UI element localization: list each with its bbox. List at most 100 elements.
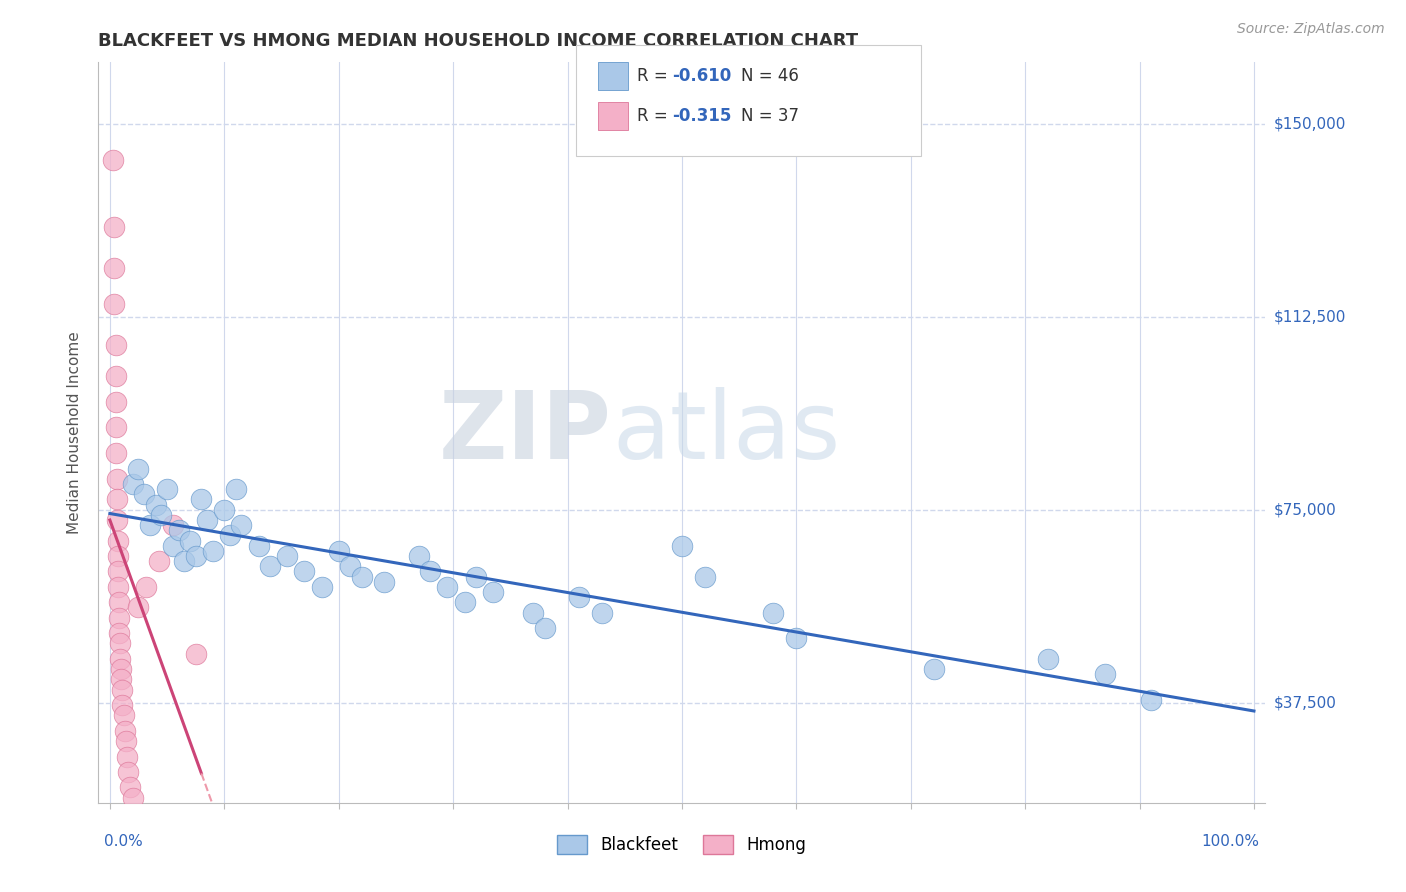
Point [104, 338, 127, 352]
Point [127, 600, 149, 615]
Text: R =: R = [637, 67, 673, 85]
Text: $37,500: $37,500 [1274, 695, 1337, 710]
Text: atlas: atlas [612, 386, 841, 479]
Text: $150,000: $150,000 [1274, 117, 1346, 132]
Text: N = 37: N = 37 [741, 107, 799, 125]
Point [121, 477, 143, 491]
Text: 0.0%: 0.0% [104, 834, 143, 848]
Text: BLACKFEET VS HMONG MEDIAN HOUSEHOLD INCOME CORRELATION CHART: BLACKFEET VS HMONG MEDIAN HOUSEHOLD INCO… [98, 32, 859, 50]
Point [225, 482, 247, 496]
Point [533, 621, 555, 635]
Point [115, 734, 138, 748]
Point [201, 544, 224, 558]
Point [104, 369, 127, 384]
Point [105, 513, 128, 527]
Point [214, 502, 236, 516]
Point [108, 652, 131, 666]
Point [373, 574, 395, 589]
Point [112, 708, 135, 723]
Point [110, 673, 132, 687]
Point [419, 565, 441, 579]
Point [591, 606, 613, 620]
Point [195, 513, 218, 527]
Point [150, 508, 173, 522]
Point [108, 626, 131, 640]
Point [127, 461, 149, 475]
Point [350, 569, 373, 583]
Point [108, 610, 131, 624]
Text: R =: R = [637, 107, 673, 125]
Point [114, 723, 136, 738]
Legend: Blackfeet, Hmong: Blackfeet, Hmong [551, 829, 813, 861]
Point [922, 662, 945, 676]
Text: $75,000: $75,000 [1274, 502, 1337, 517]
Point [568, 590, 591, 604]
Point [105, 492, 128, 507]
Point [134, 487, 156, 501]
Point [311, 580, 333, 594]
Point [179, 533, 201, 548]
Point [762, 606, 785, 620]
Point [259, 559, 281, 574]
Point [111, 682, 134, 697]
Point [436, 580, 458, 594]
Point [276, 549, 298, 563]
Point [693, 569, 716, 583]
Point [167, 524, 190, 538]
Point [156, 482, 179, 496]
Y-axis label: Median Household Income: Median Household Income [67, 331, 83, 534]
Point [671, 539, 693, 553]
Point [522, 606, 544, 620]
Point [231, 518, 253, 533]
Point [1094, 667, 1116, 681]
Text: -0.315: -0.315 [672, 107, 731, 125]
Text: Source: ZipAtlas.com: Source: ZipAtlas.com [1237, 22, 1385, 37]
Point [465, 569, 488, 583]
Point [103, 219, 125, 234]
Point [135, 580, 157, 594]
Point [117, 764, 139, 779]
Point [107, 565, 129, 579]
Point [292, 565, 315, 579]
Point [190, 492, 212, 507]
Point [103, 261, 125, 276]
Point [247, 539, 270, 553]
Point [184, 549, 207, 563]
Point [453, 595, 475, 609]
Point [104, 394, 127, 409]
Point [1036, 652, 1059, 666]
Point [482, 585, 505, 599]
Point [108, 636, 131, 650]
Point [107, 549, 129, 563]
Point [110, 662, 132, 676]
Text: ZIP: ZIP [439, 386, 612, 479]
Point [1140, 693, 1163, 707]
Point [339, 559, 361, 574]
Point [103, 153, 125, 168]
Point [108, 595, 131, 609]
Point [139, 518, 162, 533]
Point [107, 533, 129, 548]
Point [103, 297, 125, 311]
Text: $112,500: $112,500 [1274, 310, 1346, 325]
Text: 100.0%: 100.0% [1202, 834, 1260, 848]
Point [148, 554, 170, 568]
Point [184, 647, 207, 661]
Point [328, 544, 350, 558]
Point [107, 580, 129, 594]
Point [115, 749, 138, 764]
Point [104, 446, 127, 460]
Point [104, 420, 127, 434]
Text: -0.610: -0.610 [672, 67, 731, 85]
Point [121, 790, 143, 805]
Point [408, 549, 430, 563]
Point [111, 698, 134, 712]
Text: N = 46: N = 46 [741, 67, 799, 85]
Point [173, 554, 195, 568]
Point [120, 780, 142, 795]
Point [785, 632, 807, 646]
Point [105, 472, 128, 486]
Point [162, 518, 184, 533]
Point [162, 539, 184, 553]
Point [145, 498, 167, 512]
